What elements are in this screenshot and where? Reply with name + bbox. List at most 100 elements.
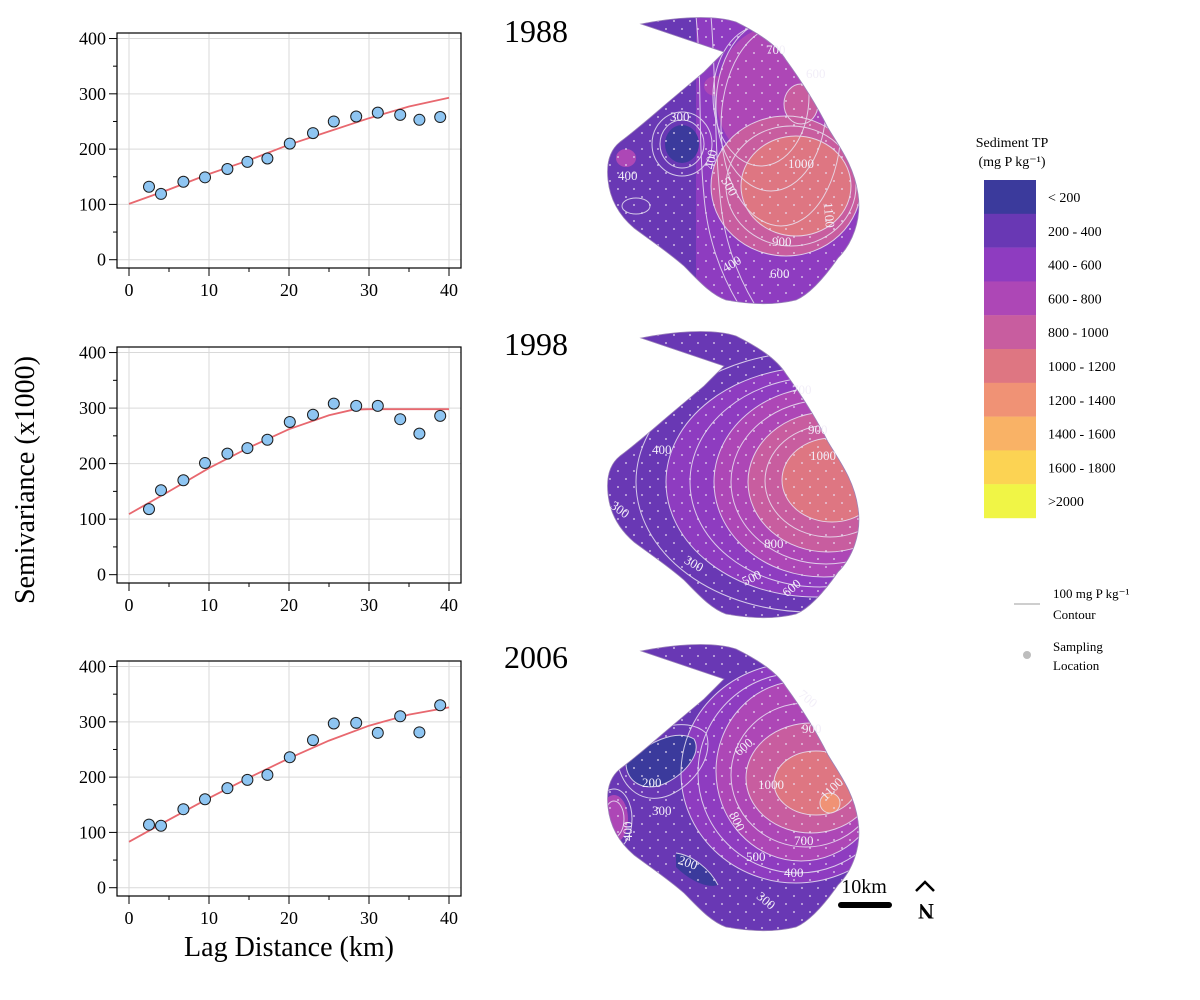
legend-swatch: [984, 382, 1036, 417]
legend-title: Sediment TP: [976, 136, 1049, 151]
contour-label: 500: [740, 567, 764, 589]
y-tick-label: 400: [79, 657, 106, 677]
x-tick-label: 10: [200, 280, 218, 300]
contour-label: 700: [794, 833, 814, 848]
y-tick-label: 0: [97, 565, 106, 585]
contour-label: 1100: [821, 202, 838, 229]
x-tick-label: 30: [360, 280, 378, 300]
contour-label: 900: [808, 422, 828, 437]
contour-label: 200: [642, 775, 662, 790]
x-tick-label: 40: [440, 280, 458, 300]
contour-label: 300: [670, 109, 690, 124]
year-label-2006: 2006: [504, 639, 568, 675]
legend-swatch: [984, 180, 1036, 214]
data-point: [261, 152, 274, 165]
contour-label: 900: [802, 721, 822, 736]
north-arrow-icon: [915, 880, 935, 892]
data-point: [199, 793, 211, 806]
y-tick-label: 300: [79, 84, 106, 104]
data-point: [283, 415, 296, 428]
legend-class-label: 400 - 600: [1048, 259, 1102, 274]
sampling-legend-label-2: Location: [1053, 658, 1100, 673]
data-point: [199, 171, 211, 184]
y-tick-label: 300: [79, 398, 106, 418]
x-tick-label: 40: [440, 908, 458, 928]
contour-label: 300: [652, 803, 672, 818]
x-tick-label: 40: [440, 595, 458, 615]
data-point: [177, 803, 190, 816]
x-tick-label: 20: [280, 595, 298, 615]
x-tick-label: 0: [125, 908, 134, 928]
legend-swatch: [984, 416, 1036, 451]
data-point: [307, 127, 319, 140]
data-point: [327, 397, 340, 410]
contour-label: 900: [772, 234, 792, 249]
legend-class-label: 1400 - 1600: [1048, 428, 1116, 443]
legend-swatch: [984, 281, 1036, 316]
data-point: [155, 819, 167, 832]
data-point: [221, 163, 234, 176]
y-tick-label: 100: [79, 509, 106, 529]
scale-bar-line: [838, 902, 892, 908]
legend-swatch: [984, 315, 1036, 350]
x-tick-label: 30: [360, 595, 378, 615]
north-arrow-label: N: [918, 899, 934, 924]
contour-label: 600: [770, 266, 790, 281]
data-point: [350, 716, 363, 729]
data-point: [143, 818, 155, 831]
contour-label: 400: [784, 865, 804, 880]
y-tick-label: 400: [79, 343, 106, 363]
legend-class-label: 1200 - 1400: [1048, 394, 1116, 409]
year-label-1988: 1988: [504, 13, 568, 49]
contour-label: 1000: [810, 448, 836, 463]
y-tick-label: 400: [79, 29, 106, 49]
north-arrow: N: [915, 880, 935, 924]
contour-label: 700: [766, 42, 786, 57]
legend-title-unit: (mg P kg⁻¹): [978, 155, 1045, 170]
contour-label: 600: [806, 66, 826, 81]
data-point: [155, 187, 167, 200]
legend-class-label: 1600 - 1800: [1048, 461, 1116, 476]
legend-swatch: [984, 450, 1036, 485]
legend-class-label: 800 - 1000: [1048, 326, 1109, 341]
data-point: [261, 768, 274, 781]
data-point: [394, 710, 407, 723]
legend-swatch: [984, 484, 1036, 519]
data-point: [327, 717, 340, 730]
sampling-location-marker: [1023, 651, 1031, 659]
contour-label: 200: [676, 852, 699, 873]
legend-swatch: [984, 213, 1036, 248]
data-point: [199, 457, 211, 470]
legend-class-label: < 200: [1048, 191, 1080, 206]
data-point: [434, 111, 447, 124]
semivariogram-panel-1988: 0 100 200 300 400 0 10 20 30 40: [79, 29, 462, 300]
year-label-1998: 1998: [504, 326, 568, 362]
contour-label: 400: [652, 442, 672, 457]
x-tick-label: 0: [125, 280, 134, 300]
data-point: [413, 113, 426, 126]
contour-label: 400: [702, 148, 720, 170]
x-tick-label: 20: [280, 908, 298, 928]
data-point: [143, 180, 155, 193]
legend-class-label: >2000: [1048, 495, 1084, 510]
sampling-legend-label: Sampling: [1053, 639, 1103, 654]
contour-label: 1000: [788, 156, 814, 171]
legend-class-label: 600 - 800: [1048, 292, 1102, 307]
y-tick-label: 0: [97, 250, 106, 270]
y-tick-label: 100: [79, 822, 106, 842]
contour-label: 800: [726, 809, 748, 833]
y-tick-label: 200: [79, 139, 106, 159]
data-point: [371, 726, 384, 739]
contour-legend-label: 100 mg P kg⁻¹: [1053, 586, 1129, 601]
x-tick-label: 30: [360, 908, 378, 928]
legend-swatch: [984, 349, 1036, 383]
data-point: [394, 108, 407, 121]
tp-map-1988: 700 600 300 400 400 500 1000 1100 900 40…: [607, 17, 860, 305]
data-point: [155, 484, 167, 497]
y-tick-label: 200: [79, 454, 106, 474]
data-point: [307, 734, 319, 747]
data-point: [371, 106, 384, 119]
contour-label: 700: [792, 382, 812, 397]
data-point: [143, 503, 155, 516]
legend-swatch: [984, 247, 1036, 282]
